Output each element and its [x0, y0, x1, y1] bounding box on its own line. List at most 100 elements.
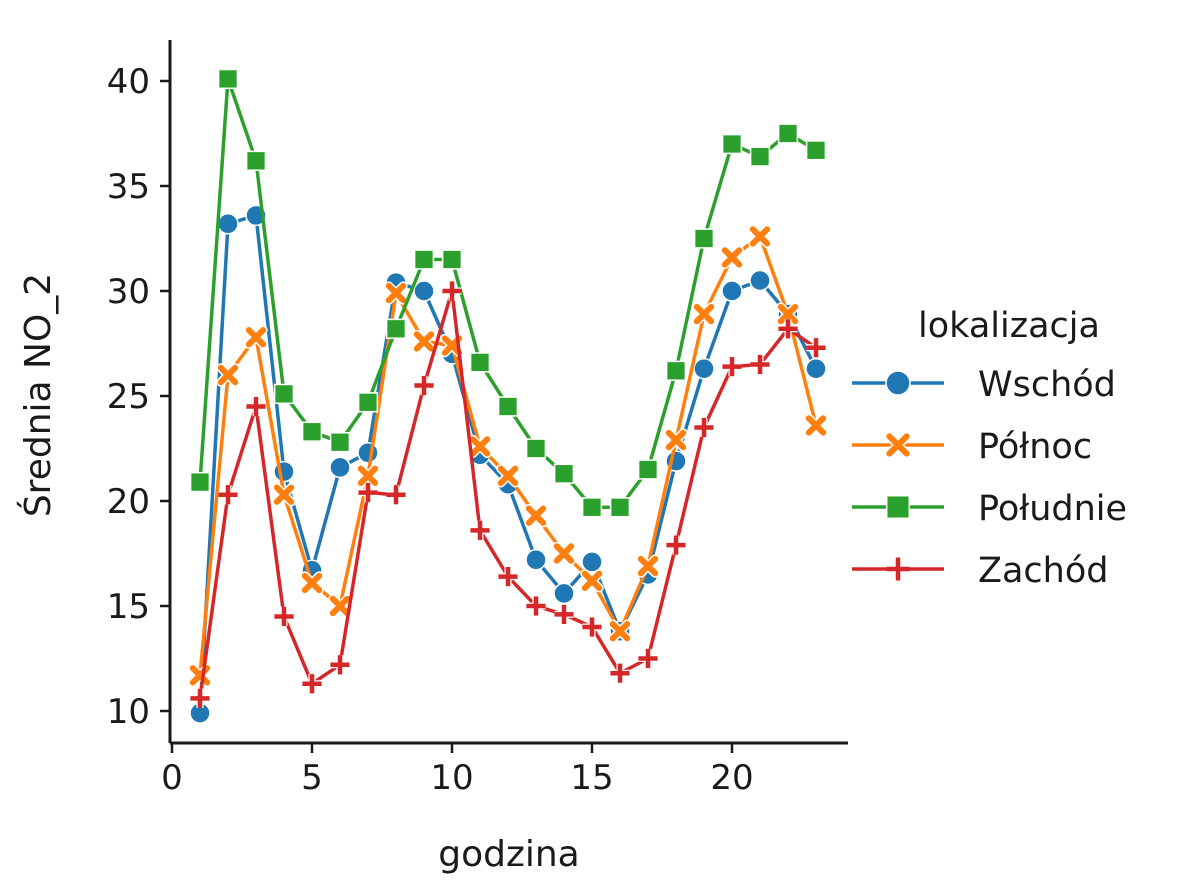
legend-item: Północ — [852, 427, 1092, 467]
data-point — [356, 464, 380, 488]
data-point — [778, 319, 798, 339]
series-wschód — [189, 204, 827, 724]
data-point — [664, 428, 688, 452]
data-point — [497, 396, 519, 417]
data-point — [413, 280, 435, 302]
data-point — [300, 571, 324, 595]
data-point — [329, 432, 351, 453]
y-tick-label: 30 — [107, 272, 150, 312]
data-point — [554, 604, 574, 624]
data-point — [328, 594, 352, 618]
data-point — [805, 357, 827, 380]
data-point — [330, 655, 350, 675]
legend-marker — [884, 431, 912, 459]
data-point — [636, 554, 660, 578]
data-point — [274, 606, 294, 627]
legend-label: Północ — [978, 427, 1092, 467]
legend-marker — [886, 557, 910, 581]
x-axis-title: godzina — [438, 834, 580, 875]
data-point — [216, 363, 240, 387]
y-tick-label: 15 — [107, 587, 150, 627]
data-point — [301, 421, 323, 442]
data-point — [526, 596, 546, 616]
data-point — [637, 459, 659, 480]
data-point — [218, 485, 238, 505]
data-point — [776, 302, 800, 326]
data-point — [357, 441, 379, 464]
data-point — [553, 582, 575, 605]
data-point — [582, 617, 602, 637]
data-point — [609, 497, 631, 518]
data-point — [244, 325, 268, 349]
series-layer — [188, 68, 828, 724]
data-point — [722, 357, 742, 377]
data-point — [357, 392, 379, 413]
data-point — [384, 281, 408, 305]
legend-item: Zachód — [852, 551, 1108, 591]
series-południe — [189, 68, 827, 518]
data-point — [441, 249, 463, 270]
data-point — [721, 133, 743, 155]
data-point — [610, 663, 630, 683]
data-point — [720, 245, 744, 270]
legend-label: Zachód — [978, 551, 1108, 591]
data-point — [666, 535, 686, 555]
data-point — [358, 483, 378, 503]
data-point — [386, 485, 406, 505]
data-point — [749, 269, 771, 292]
data-point — [806, 338, 826, 358]
legend-marker — [885, 370, 911, 396]
data-point — [553, 463, 575, 484]
data-point — [273, 383, 295, 405]
data-point — [217, 213, 239, 235]
data-point — [246, 396, 266, 417]
x-tick-label: 0 — [161, 758, 183, 798]
data-point — [694, 417, 714, 438]
x-tick-label: 5 — [301, 758, 323, 798]
data-point — [469, 352, 491, 373]
y-tick-label: 40 — [107, 62, 150, 102]
data-point — [750, 354, 770, 375]
y-tick-label: 10 — [107, 692, 150, 732]
x-tick-label: 10 — [430, 758, 473, 798]
legend-label: Wschód — [978, 365, 1116, 405]
legend: lokalizacja Wschód Północ Południe Zachód — [852, 306, 1127, 591]
data-point — [804, 413, 828, 438]
data-point — [329, 456, 351, 479]
legend-label: Południe — [978, 489, 1127, 529]
data-point — [749, 146, 771, 167]
y-axis-title: Średnia NO_2 — [17, 273, 59, 517]
data-point — [608, 619, 632, 643]
data-point — [470, 520, 490, 540]
legend-item: Południe — [852, 489, 1127, 529]
data-point — [524, 504, 548, 528]
data-point — [638, 648, 658, 669]
data-point — [580, 569, 604, 593]
legend-title: lokalizacja — [918, 306, 1100, 346]
data-point — [217, 68, 239, 90]
data-point — [413, 249, 435, 270]
data-point — [693, 228, 715, 249]
data-point — [665, 360, 687, 381]
data-point — [468, 434, 492, 459]
series-zachód — [190, 281, 826, 708]
y-tick-label: 20 — [107, 482, 150, 522]
data-point — [442, 281, 462, 301]
data-point — [496, 464, 520, 488]
data-point — [189, 471, 211, 493]
data-point — [721, 280, 743, 302]
x-tick-label: 20 — [710, 758, 753, 798]
data-point — [581, 497, 603, 518]
data-point — [190, 688, 210, 708]
series-line — [198, 234, 818, 676]
data-point — [412, 329, 436, 354]
data-point — [777, 123, 799, 144]
data-point — [525, 549, 547, 571]
y-tick-label: 35 — [107, 167, 150, 207]
data-point — [245, 150, 267, 171]
legend-item: Wschód — [852, 365, 1116, 405]
data-point — [693, 357, 715, 380]
axes: 10 15 20 25 30 35 40 0 5 10 15 20 — [107, 40, 848, 798]
legend-marker — [885, 494, 911, 520]
data-point — [748, 224, 772, 249]
